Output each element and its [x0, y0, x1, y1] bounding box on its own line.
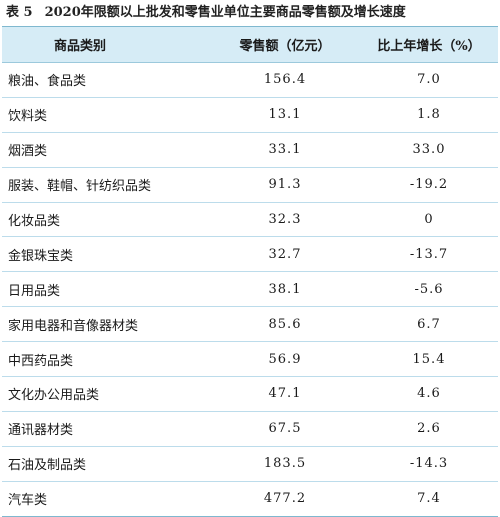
- table-body: 粮油、食品类 156.4 7.0 饮料类 13.1 1.8 烟酒类 33.1 33.0 服装、鞋帽…: [2, 63, 498, 516]
- cell-sales: 47.1: [268, 386, 302, 402]
- cell-category: 粮油、食品类: [8, 74, 87, 90]
- header-growth: 比上年增长（%）: [377, 39, 481, 54]
- cell-category: 化妆品类: [8, 214, 61, 229]
- table-title-text: 2020年限额以上批发和零售业单位主要商品零售额及增长速度: [44, 5, 406, 20]
- cell-category: 金银珠宝类: [8, 248, 74, 264]
- cell-category: 中西药品类: [8, 353, 74, 369]
- cell-sales: 13.1: [268, 107, 302, 123]
- table-row: 中西药品类 56.9 15.4: [2, 342, 498, 378]
- cell-growth: 7.4: [417, 491, 441, 507]
- header-category: 商品类别: [54, 39, 107, 54]
- cell-growth: -13.7: [409, 246, 449, 262]
- cell-category: 家用电器和音像器材类: [8, 318, 139, 334]
- table-row: 烟酒类 33.1 33.0: [2, 133, 498, 168]
- table-row: 家用电器和音像器材类 85.6 6.7: [2, 307, 498, 343]
- header-sales: 零售额（亿元）: [239, 39, 331, 54]
- cell-growth: -14.3: [409, 456, 449, 472]
- cell-sales: 183.5: [263, 456, 307, 472]
- cell-category: 通讯器材类: [8, 423, 74, 439]
- cell-growth: 1.8: [417, 107, 441, 123]
- cell-sales: 85.6: [268, 316, 302, 332]
- table-row: 汽车类 477.2 7.4: [2, 482, 498, 516]
- table-row: 日用品类 38.1 -5.6: [2, 272, 498, 308]
- cell-category: 烟酒类: [8, 144, 48, 160]
- table-row: 化妆品类 32.3 0: [2, 203, 498, 238]
- cell-category: 文化办公用品类: [8, 388, 100, 404]
- table-row: 饮料类 13.1 1.8: [2, 98, 498, 133]
- table-row: 金银珠宝类 32.7 -13.7: [2, 237, 498, 273]
- cell-category: 汽车类: [8, 493, 48, 509]
- cell-sales: 477.2: [263, 491, 307, 507]
- cell-category: 服装、鞋帽、针纺织品类: [8, 179, 152, 195]
- cell-growth: 6.7: [417, 316, 441, 332]
- sales-table: 商品类别 零售额（亿元） 比上年增长（%） 粮油、食品类 156.4 7.0 饮料类 1…: [2, 26, 498, 517]
- table-row: 粮油、食品类 156.4 7.0: [2, 63, 498, 98]
- cell-growth: 7.0: [417, 72, 441, 88]
- cell-growth: 0: [424, 212, 434, 227]
- table-row: 文化办公用品类 47.1 4.6: [2, 377, 498, 412]
- cell-growth: 2.6: [417, 421, 441, 437]
- cell-growth: 4.6: [417, 386, 441, 402]
- cell-growth: -19.2: [409, 177, 449, 193]
- table-title: 表 5 2020年限额以上批发和零售业单位主要商品零售额及增长速度: [0, 0, 500, 26]
- cell-growth: 33.0: [412, 142, 446, 158]
- table-header-row: 商品类别 零售额（亿元） 比上年增长（%）: [2, 27, 498, 63]
- cell-sales: 156.4: [263, 72, 307, 88]
- cell-category: 日用品类: [8, 283, 61, 299]
- cell-sales: 32.3: [268, 212, 302, 227]
- table-row: 石油及制品类 183.5 -14.3: [2, 447, 498, 482]
- cell-growth: 15.4: [412, 351, 446, 367]
- cell-category: 饮料类: [8, 109, 48, 125]
- cell-sales: 32.7: [268, 246, 302, 262]
- cell-sales: 56.9: [268, 351, 302, 367]
- cell-sales: 67.5: [268, 421, 302, 437]
- table-row: 通讯器材类 67.5 2.6: [2, 412, 498, 447]
- cell-sales: 33.1: [268, 142, 302, 158]
- table-row: 服装、鞋帽、针纺织品类 91.3 -19.2: [2, 168, 498, 203]
- table-number: 表 5: [6, 5, 33, 20]
- cell-growth: -5.6: [414, 281, 444, 297]
- cell-category: 石油及制品类: [8, 458, 87, 474]
- cell-sales: 91.3: [268, 177, 302, 193]
- cell-sales: 38.1: [268, 281, 302, 297]
